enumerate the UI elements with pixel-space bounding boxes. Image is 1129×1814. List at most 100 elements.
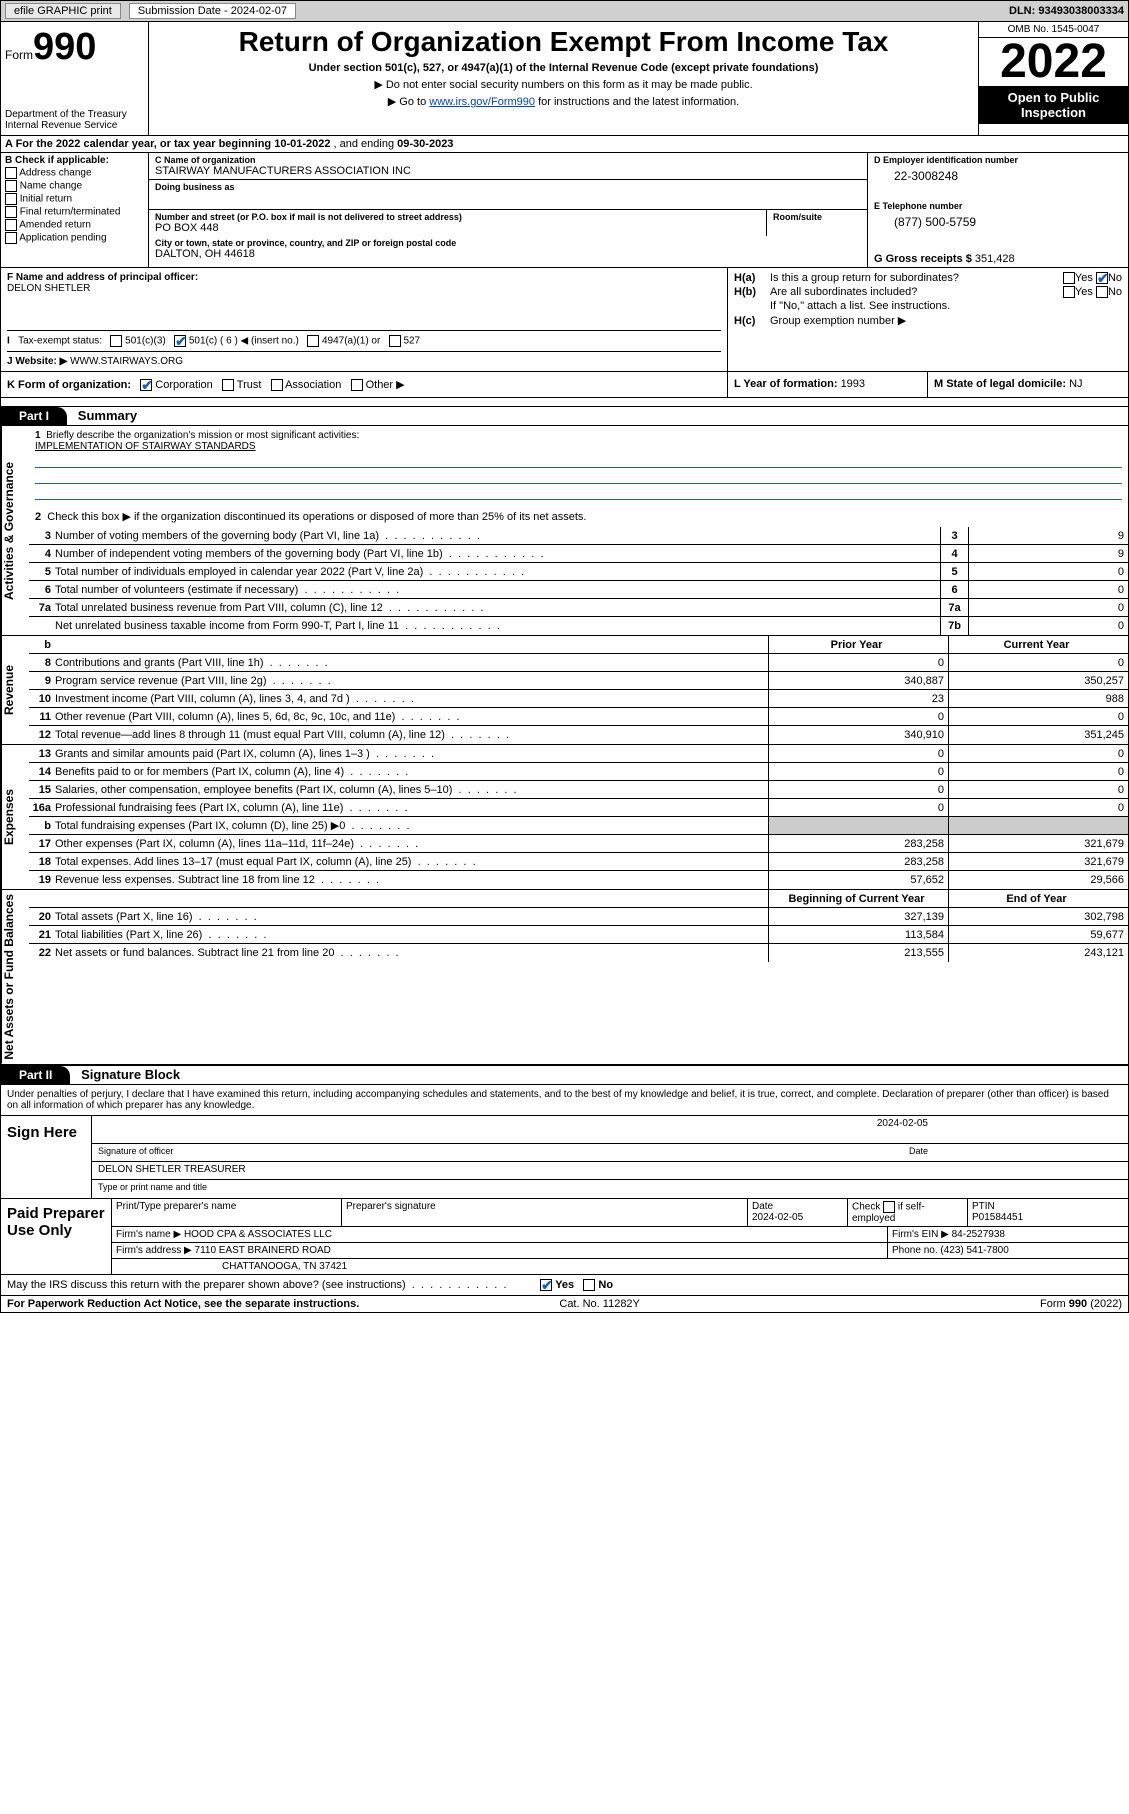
summary-row: Net unrelated business taxable income fr… xyxy=(29,617,1128,635)
signature-declaration: Under penalties of perjury, I declare th… xyxy=(1,1085,1128,1116)
discuss-yes[interactable] xyxy=(540,1279,552,1291)
form-number: Form990 xyxy=(5,26,144,69)
col-b-check: B Check if applicable: Address change Na… xyxy=(1,153,149,267)
section-fgh: F Name and address of principal officer:… xyxy=(1,268,1128,372)
officer-name: DELON SHETLER xyxy=(7,283,721,294)
check-self-employed[interactable] xyxy=(883,1201,895,1213)
form-subtitle: Under section 501(c), 527, or 4947(a)(1)… xyxy=(157,62,970,74)
summary-row: 13Grants and similar amounts paid (Part … xyxy=(29,745,1128,763)
summary-governance: Activities & Governance 1 Briefly descri… xyxy=(1,426,1128,636)
cat-no: Cat. No. 11282Y xyxy=(559,1298,640,1310)
row-a-tax-year: A For the 2022 calendar year, or tax yea… xyxy=(1,136,1128,153)
irs-link[interactable]: www.irs.gov/Form990 xyxy=(429,96,535,108)
l-year-formation: L Year of formation: 1993 xyxy=(728,372,928,397)
section-bcd: B Check if applicable: Address change Na… xyxy=(1,153,1128,268)
k-assoc[interactable] xyxy=(271,379,283,391)
ptin: P01584451 xyxy=(972,1212,1023,1223)
org-name: STAIRWAY MANUFACTURERS ASSOCIATION INC xyxy=(155,165,861,177)
net-header: Beginning of Current Year End of Year xyxy=(29,890,1128,908)
check-application-pending[interactable]: Application pending xyxy=(5,232,144,244)
check-4947[interactable] xyxy=(307,335,319,347)
summary-row: 4Number of independent voting members of… xyxy=(29,545,1128,563)
org-street: PO BOX 448 xyxy=(155,222,760,234)
m-state-domicile: M State of legal domicile: NJ xyxy=(928,372,1128,397)
topbar: efile GRAPHIC print Submission Date - 20… xyxy=(1,1,1128,22)
open-inspection: Open to Public Inspection xyxy=(979,86,1128,124)
mission-text: IMPLEMENTATION OF STAIRWAY STANDARDS xyxy=(35,441,1122,452)
form-ref: Form 990 (2022) xyxy=(1040,1298,1122,1310)
form-note1: ▶ Do not enter social security numbers o… xyxy=(157,78,970,91)
summary-row: 16aProfessional fundraising fees (Part I… xyxy=(29,799,1128,817)
form-note2: ▶ Go to www.irs.gov/Form990 for instruct… xyxy=(157,95,970,108)
hb-yes[interactable] xyxy=(1063,286,1075,298)
discuss-no[interactable] xyxy=(583,1279,595,1291)
summary-row: bTotal fundraising expenses (Part IX, co… xyxy=(29,817,1128,835)
firm-name: HOOD CPA & ASSOCIATES LLC xyxy=(184,1229,332,1240)
k-form-org: K Form of organization: Corporation Trus… xyxy=(1,372,728,397)
ha-no[interactable] xyxy=(1096,272,1108,284)
col-d-ein: D Employer identification number 22-3008… xyxy=(868,153,1128,267)
summary-row: 18Total expenses. Add lines 13–17 (must … xyxy=(29,853,1128,871)
hb-no[interactable] xyxy=(1096,286,1108,298)
k-other[interactable] xyxy=(351,379,363,391)
rev-header: b Prior Year Current Year xyxy=(29,636,1128,654)
form-header: Form990 Department of the Treasury Inter… xyxy=(1,22,1128,136)
ha-yes[interactable] xyxy=(1063,272,1075,284)
firm-phone: (423) 541-7800 xyxy=(940,1245,1008,1256)
summary-row: 11Other revenue (Part VIII, column (A), … xyxy=(29,708,1128,726)
summary-expenses: Expenses 13Grants and similar amounts pa… xyxy=(1,745,1128,890)
check-address-change[interactable]: Address change xyxy=(5,167,144,179)
mission-block: 1 Briefly describe the organization's mi… xyxy=(29,426,1128,506)
summary-row: 5Total number of individuals employed in… xyxy=(29,563,1128,581)
tax-year: 2022 xyxy=(979,38,1128,86)
prep-date: 2024-02-05 xyxy=(752,1212,803,1223)
summary-row: 14Benefits paid to or for members (Part … xyxy=(29,763,1128,781)
summary-row: 22Net assets or fund balances. Subtract … xyxy=(29,944,1128,962)
firm-ein: 84-2527938 xyxy=(952,1229,1005,1240)
k-corp[interactable] xyxy=(140,379,152,391)
k-trust[interactable] xyxy=(222,379,234,391)
org-city: DALTON, OH 44618 xyxy=(155,248,861,260)
check-501c[interactable] xyxy=(174,335,186,347)
part-ii-header: Part II Signature Block xyxy=(1,1065,1128,1085)
form-title: Return of Organization Exempt From Incom… xyxy=(157,26,970,58)
summary-row: 21Total liabilities (Part X, line 26)113… xyxy=(29,926,1128,944)
form-990-page: efile GRAPHIC print Submission Date - 20… xyxy=(0,0,1129,1313)
website: WWW.STAIRWAYS.ORG xyxy=(70,356,183,367)
sig-date: 2024-02-05 xyxy=(877,1118,928,1129)
check-527[interactable] xyxy=(389,335,401,347)
summary-row: 6Total number of volunteers (estimate if… xyxy=(29,581,1128,599)
summary-row: 8Contributions and grants (Part VIII, li… xyxy=(29,654,1128,672)
sign-here-block: Sign Here 2024-02-05 Signature of office… xyxy=(1,1116,1128,1199)
summary-row: 3Number of voting members of the governi… xyxy=(29,527,1128,545)
summary-row: 19Revenue less expenses. Subtract line 1… xyxy=(29,871,1128,889)
row-klm: K Form of organization: Corporation Trus… xyxy=(1,372,1128,398)
summary-row: 9Program service revenue (Part VIII, lin… xyxy=(29,672,1128,690)
summary-row: 12Total revenue—add lines 8 through 11 (… xyxy=(29,726,1128,744)
submission-date: Submission Date - 2024-02-07 xyxy=(129,3,296,19)
check-final-return[interactable]: Final return/terminated xyxy=(5,206,144,218)
summary-row: 17Other expenses (Part IX, column (A), l… xyxy=(29,835,1128,853)
summary-row: 7aTotal unrelated business revenue from … xyxy=(29,599,1128,617)
col-f-officer: F Name and address of principal officer:… xyxy=(1,268,728,371)
summary-row: 20Total assets (Part X, line 16)327,1393… xyxy=(29,908,1128,926)
firm-address2: CHATTANOOGA, TN 37421 xyxy=(112,1259,1128,1274)
treasury-dept: Department of the Treasury Internal Reve… xyxy=(5,109,144,131)
summary-revenue: Revenue b Prior Year Current Year 8Contr… xyxy=(1,636,1128,745)
may-discuss-row: May the IRS discuss this return with the… xyxy=(1,1275,1128,1296)
officer-name-title: DELON SHETLER TREASURER xyxy=(92,1162,1128,1180)
col-c-org: C Name of organization STAIRWAY MANUFACT… xyxy=(149,153,868,267)
telephone: (877) 500-5759 xyxy=(874,211,1122,233)
col-h-group: H(a) Is this a group return for subordin… xyxy=(728,268,1128,371)
check-initial-return[interactable]: Initial return xyxy=(5,193,144,205)
paid-preparer-block: Paid Preparer Use Only Print/Type prepar… xyxy=(1,1199,1128,1275)
check-name-change[interactable]: Name change xyxy=(5,180,144,192)
footer: For Paperwork Reduction Act Notice, see … xyxy=(1,1296,1128,1312)
check-amended-return[interactable]: Amended return xyxy=(5,219,144,231)
check-501c3[interactable] xyxy=(110,335,122,347)
part-i-header: Part I Summary xyxy=(1,406,1128,426)
dln: DLN: 93493038003334 xyxy=(1009,5,1124,17)
efile-print-button[interactable]: efile GRAPHIC print xyxy=(5,3,121,19)
firm-address: 7110 EAST BRAINERD ROAD xyxy=(195,1245,331,1256)
summary-net-assets: Net Assets or Fund Balances Beginning of… xyxy=(1,890,1128,1065)
